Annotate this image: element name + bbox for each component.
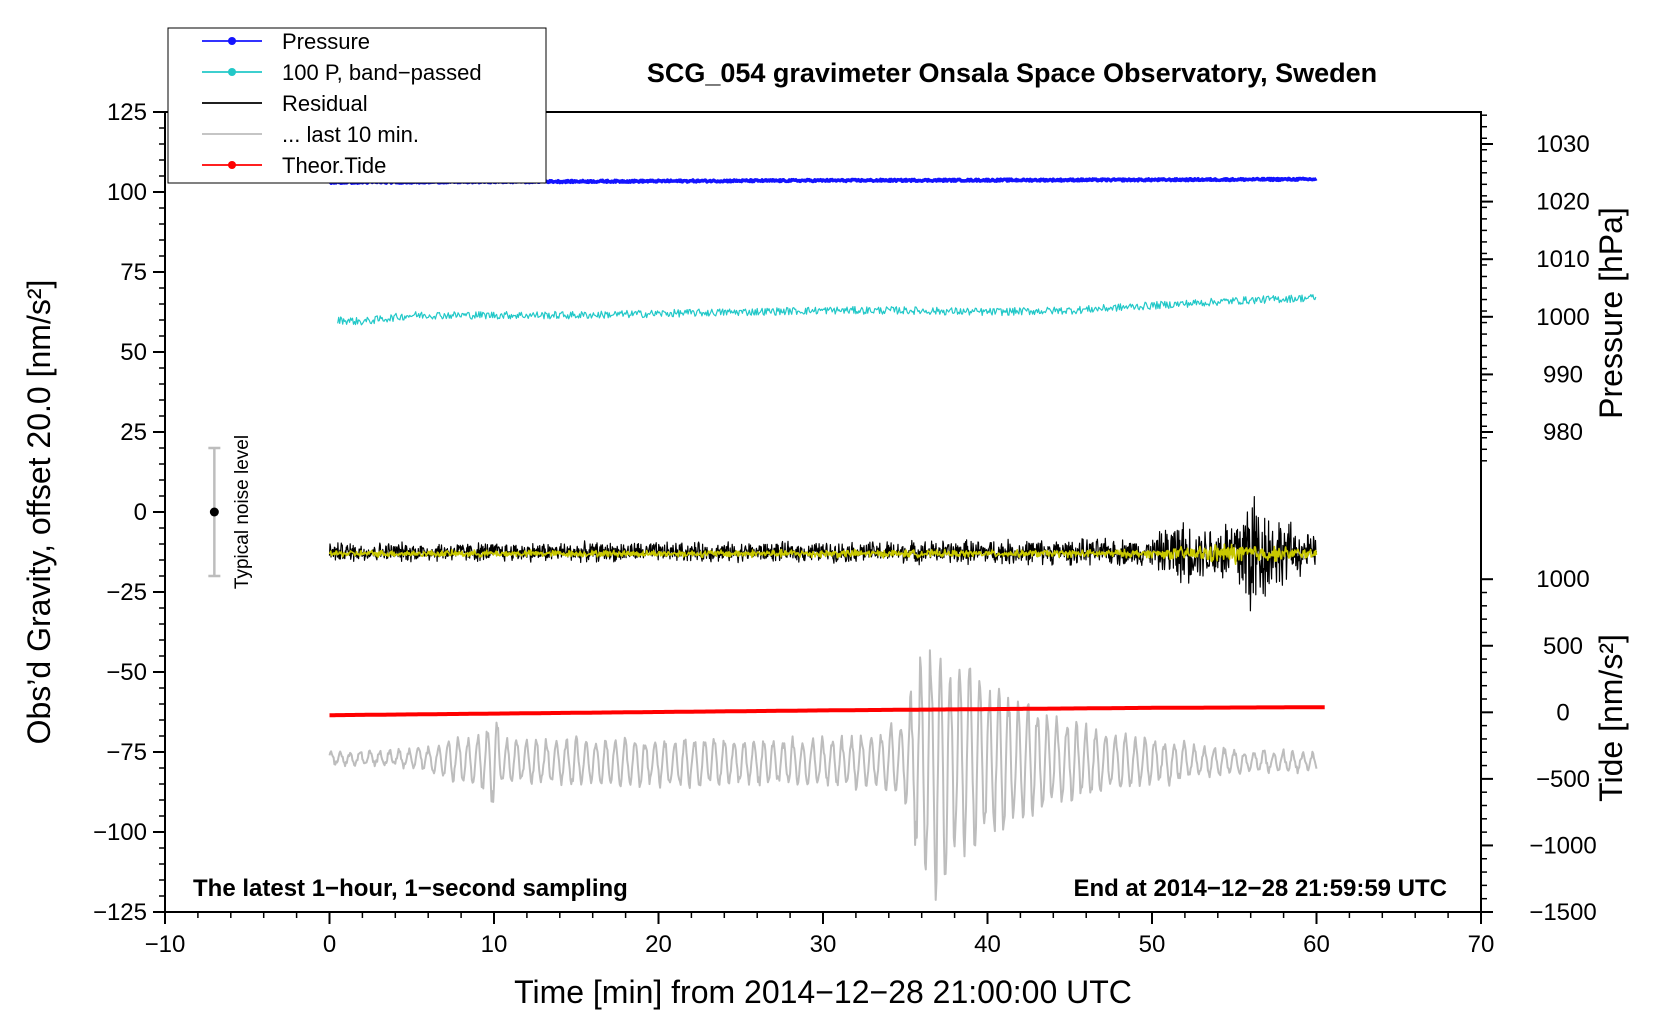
legend-label: Theor.Tide (282, 153, 386, 178)
chart-title: SCG_054 gravimeter Onsala Space Observat… (647, 58, 1377, 88)
y-tick-label: −125 (93, 899, 147, 926)
series-layer (328, 176, 1326, 901)
tide-tick-label: 1000 (1536, 566, 1589, 593)
y-tick-label: −25 (106, 579, 147, 606)
legend-marker (228, 68, 236, 76)
pressure-tick-label: 980 (1543, 419, 1583, 446)
noise-bar-center (209, 507, 219, 517)
typical-noise-bar (208, 446, 221, 578)
x-tick-label: 30 (810, 931, 837, 958)
x-axis-title: Time [min] from 2014−12−28 21:00:00 UTC (514, 974, 1132, 1010)
y-axis-pressure: 980 990 1000 1010 1020 1030 (1481, 114, 1590, 462)
y-tick-label: 75 (120, 259, 147, 286)
legend-label: 100 P, band−passed (282, 60, 482, 85)
x-tick-label: 50 (1139, 931, 1166, 958)
pressure-tick-label: 1010 (1536, 246, 1589, 273)
x-tick-label: 10 (481, 931, 508, 958)
legend-marker (228, 161, 236, 169)
y-tick-label: 0 (134, 499, 147, 526)
series-residual (328, 496, 1318, 612)
noise-label: Typical noise level (232, 435, 253, 589)
legend: Pressure 100 P, band−passed Residual ... la… (167, 27, 547, 184)
sampling-note: The latest 1−hour, 1−second sampling (193, 875, 628, 902)
tide-tick-label: 500 (1543, 633, 1583, 660)
x-tick-label: 0 (323, 931, 336, 958)
y-tick-label: −75 (106, 739, 147, 766)
y-tick-label: −100 (93, 819, 147, 846)
y-tick-label: 100 (107, 179, 147, 206)
legend-label: Pressure (282, 29, 370, 54)
plot-frame (164, 111, 1482, 913)
series-theor-tide (329, 705, 1326, 718)
x-tick-label: 70 (1468, 931, 1495, 958)
y-tick-label: 50 (120, 339, 147, 366)
y-tick-label: 125 (107, 99, 147, 126)
pressure-tick-label: 990 (1543, 361, 1583, 388)
y-axis-left-title: Obs’d Gravity, offset 20.0 [nm/s²] (21, 280, 57, 745)
x-axis: −10 0 10 20 30 40 50 60 70 (145, 912, 1495, 958)
y-axis-pressure-title: Pressure [hPa] (1593, 207, 1629, 419)
series-residual-smoothed (328, 543, 1318, 566)
legend-marker (228, 37, 236, 45)
series-last-10-min (328, 649, 1318, 901)
pressure-tick-label: 1020 (1536, 189, 1589, 216)
legend-label: ... last 10 min. (282, 122, 419, 147)
y-axis-left: −125 −100 −75 −50 −25 0 25 50 75 100 125 (93, 99, 165, 926)
end-time-note: End at 2014−12−28 21:59:59 UTC (1073, 875, 1447, 902)
tide-tick-label: −1500 (1529, 899, 1596, 926)
tide-tick-label: −500 (1536, 766, 1590, 793)
y-tick-label: 25 (120, 419, 147, 446)
series-100-p-band-passed (337, 294, 1317, 326)
x-tick-label: 60 (1303, 931, 1330, 958)
y-tick-label: −50 (106, 659, 147, 686)
y-axis-tide: −1500 −1000 −500 0 500 1000 (1481, 566, 1597, 926)
tide-tick-label: −1000 (1529, 832, 1596, 859)
pressure-tick-label: 1030 (1536, 131, 1589, 158)
y-axis-tide-title: Tide [nm/s²] (1593, 634, 1629, 802)
x-tick-label: 20 (645, 931, 672, 958)
pressure-tick-label: 1000 (1536, 304, 1589, 331)
tide-tick-label: 0 (1556, 699, 1569, 726)
x-tick-label: −10 (145, 931, 186, 958)
legend-box (167, 27, 547, 184)
x-tick-label: 40 (974, 931, 1001, 958)
legend-label: Residual (282, 91, 368, 116)
